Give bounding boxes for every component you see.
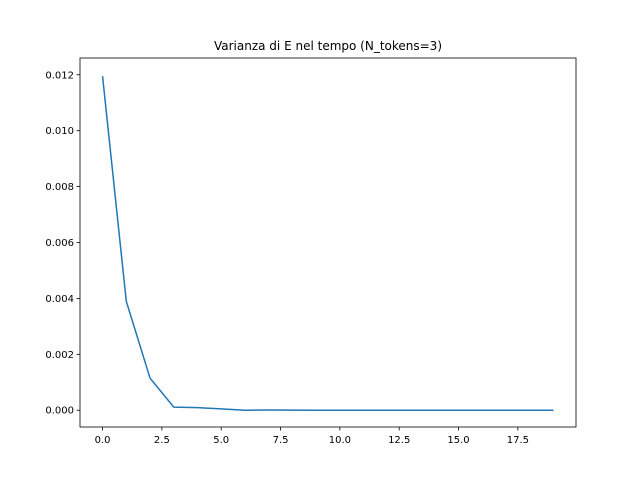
chart-title: Varianza di E nel tempo (N_tokens=3)	[214, 39, 442, 53]
y-tick-label: 0.012	[45, 70, 74, 81]
y-tick-label: 0.010	[45, 126, 74, 137]
x-tick-label: 0.0	[95, 435, 111, 446]
y-tick-label: 0.000	[45, 406, 74, 417]
plot-area	[101, 76, 554, 411]
x-tick-label: 12.5	[388, 435, 410, 446]
x-tick-label: 17.5	[507, 435, 529, 446]
y-tick-label: 0.006	[45, 238, 74, 249]
y-axis: 0.000 0.002 0.004 0.006 0.008 0.010 0.012	[45, 70, 80, 417]
axes-frame	[79, 57, 577, 428]
x-tick-label: 10.0	[329, 435, 351, 446]
x-tick-label: 5.0	[213, 435, 229, 446]
x-tick-label: 2.5	[154, 435, 170, 446]
y-tick-label: 0.004	[45, 294, 74, 305]
y-tick-label: 0.008	[45, 182, 74, 193]
series-line	[101, 76, 554, 411]
x-tick-label: 15.0	[447, 435, 469, 446]
y-tick-label: 0.002	[45, 350, 74, 361]
x-axis: 0.0 2.5 5.0 7.5 10.0 12.5 15.0 17.5	[95, 427, 529, 446]
x-tick-label: 7.5	[273, 435, 289, 446]
